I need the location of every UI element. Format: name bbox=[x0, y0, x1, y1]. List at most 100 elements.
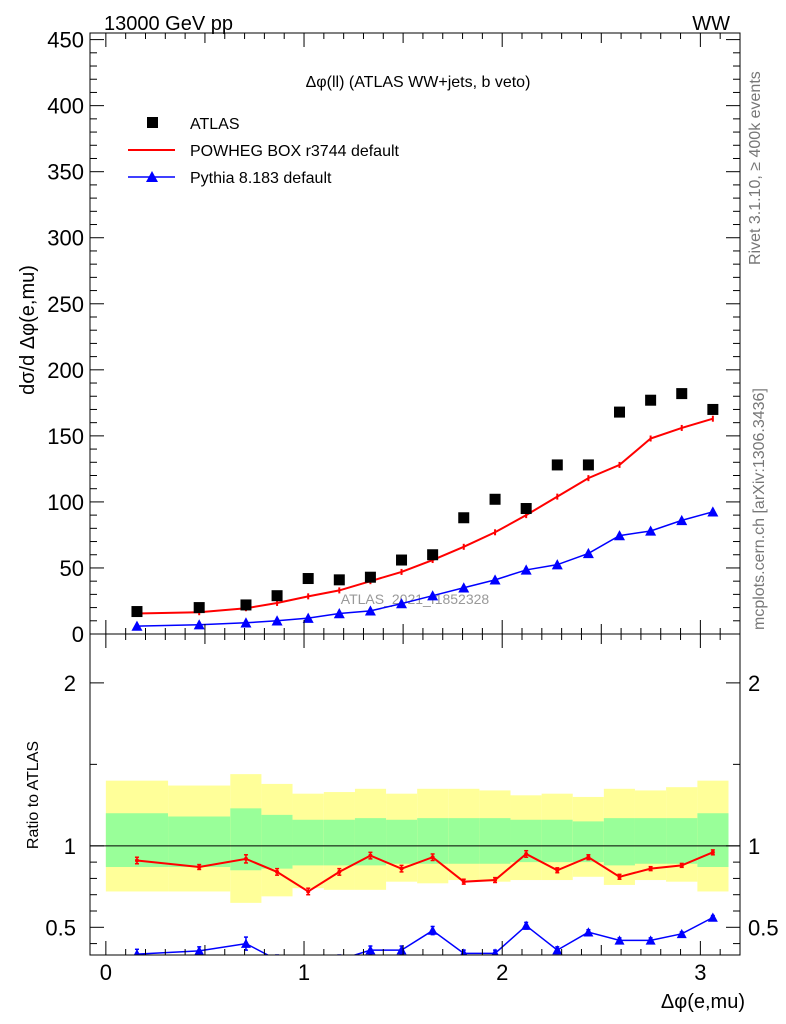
legend: ATLAS POWHEG BOX r3744 default Pythia 8.… bbox=[128, 116, 400, 187]
analysis-watermark: ATLAS_2021_I1852328 bbox=[341, 591, 490, 607]
atlas-point bbox=[551, 459, 563, 471]
atlas-point bbox=[458, 512, 470, 524]
pythia-point bbox=[614, 530, 626, 541]
band-inner-bin bbox=[541, 819, 573, 863]
pythia-point bbox=[707, 506, 719, 517]
legend-atlas-marker bbox=[147, 117, 158, 128]
pythia-ratio-point bbox=[583, 927, 594, 937]
band-inner-bin bbox=[479, 818, 511, 864]
atlas-point bbox=[240, 599, 252, 611]
atlas-point bbox=[707, 403, 719, 415]
powheg-ratio-line bbox=[136, 851, 714, 893]
pythia-ratio-point bbox=[676, 928, 687, 939]
y-tick-label: 450 bbox=[47, 28, 84, 53]
legend-powheg-label: POWHEG BOX r3744 default bbox=[190, 143, 400, 160]
mcplots-label: mcplots.cern.ch [arXiv:1306.3436] bbox=[751, 388, 768, 630]
powheg-ratio-point bbox=[430, 855, 435, 860]
pythia-ratio-point bbox=[427, 925, 438, 935]
powheg-ratio-point bbox=[524, 851, 529, 856]
band-inner-bin bbox=[666, 818, 698, 864]
y-axis-label: dσ/d Δφ(e,mu) bbox=[17, 265, 39, 395]
pythia-point bbox=[489, 574, 501, 585]
pythia-ratio-point bbox=[339, 954, 340, 955]
ratio-tick-label-left: 1 bbox=[64, 834, 76, 859]
ratio-tick-label-right: 2 bbox=[748, 671, 760, 696]
ratio-tick-label-left: 2 bbox=[64, 671, 76, 696]
powheg-ratio-point bbox=[197, 865, 202, 870]
powheg-ratio-point bbox=[461, 879, 466, 884]
atlas-point bbox=[364, 571, 376, 583]
band-inner-bin bbox=[634, 818, 667, 864]
axes: 0 50 100 150 200 250 300 350 400 450 0 1 2 3 0.5 0.5 1 1 2… bbox=[45, 28, 778, 985]
powheg-ratio-point bbox=[710, 850, 715, 855]
y-tick-label: 50 bbox=[60, 556, 84, 581]
y-tick-label: 100 bbox=[47, 490, 84, 515]
pythia-point bbox=[240, 617, 252, 628]
pythia-ratio-point bbox=[645, 935, 656, 945]
pythia-ratio-point bbox=[707, 912, 718, 922]
y-tick-label: 350 bbox=[47, 160, 84, 185]
atlas-point bbox=[489, 493, 501, 505]
pythia-point bbox=[193, 619, 205, 630]
pythia-point bbox=[302, 612, 314, 623]
main-plot-frame bbox=[89, 32, 741, 635]
powheg-ratio-point bbox=[134, 858, 139, 863]
atlas-point bbox=[582, 459, 594, 471]
ratio-uncertainty-bands bbox=[90, 774, 740, 903]
pythia-ratio-point bbox=[552, 945, 563, 955]
powheg-ratio-point bbox=[275, 869, 280, 874]
legend-pythia-label: Pythia 8.183 default bbox=[190, 170, 332, 187]
band-inner-bin bbox=[448, 818, 480, 864]
pythia-point bbox=[131, 620, 143, 631]
pythia-point bbox=[676, 514, 688, 526]
band-inner-bin bbox=[168, 816, 231, 868]
pythia-point bbox=[520, 564, 532, 575]
atlas-point bbox=[193, 602, 205, 614]
atlas-point bbox=[520, 503, 532, 515]
band-inner-bin bbox=[292, 819, 324, 866]
atlas-point bbox=[131, 606, 143, 618]
main-plot-marks bbox=[131, 388, 719, 631]
rivet-label: Rivet 3.1.10, ≥ 400k events bbox=[747, 71, 764, 265]
atlas-point bbox=[427, 549, 439, 561]
powheg-ratio-point bbox=[337, 869, 342, 874]
header-right: WW bbox=[692, 13, 730, 35]
pythia-ratio-point bbox=[194, 945, 205, 955]
atlas-point bbox=[271, 590, 283, 602]
powheg-ratio-point bbox=[243, 856, 248, 861]
band-inner-bin bbox=[261, 814, 293, 869]
x-tick-label: 0 bbox=[100, 960, 112, 985]
y-tick-label: 0 bbox=[72, 622, 84, 647]
atlas-point bbox=[333, 574, 345, 586]
atlas-point bbox=[302, 573, 314, 585]
pythia-ratio-point bbox=[240, 938, 251, 948]
ratio-y-axis-label: Ratio to ATLAS bbox=[25, 741, 42, 849]
band-inner-bin bbox=[386, 819, 418, 864]
ratio-plot-frame bbox=[89, 633, 741, 956]
pythia-ratio-line bbox=[136, 916, 714, 955]
pythia-point bbox=[645, 525, 657, 536]
plot-title: Δφ(ll) (ATLAS WW+jets, b veto) bbox=[306, 74, 531, 91]
pythia-point bbox=[333, 608, 345, 619]
atlas-point bbox=[396, 554, 408, 566]
pythia-ratio-point bbox=[133, 949, 141, 955]
band-inner-bin bbox=[697, 813, 729, 868]
y-tick-label: 200 bbox=[47, 358, 84, 383]
ratio-tick-label-right: 1 bbox=[748, 834, 760, 859]
powheg-ratio-point bbox=[586, 855, 591, 860]
y-tick-label: 150 bbox=[47, 424, 84, 449]
ratio-tick-label-right: 0.5 bbox=[748, 915, 779, 940]
pythia-point bbox=[271, 615, 283, 626]
atlas-point bbox=[614, 406, 626, 418]
pythia-ratio-point bbox=[365, 945, 376, 955]
band-inner-bin bbox=[603, 818, 635, 866]
powheg-ratio-point bbox=[493, 878, 498, 883]
powheg-line bbox=[136, 417, 714, 615]
powheg-ratio-point bbox=[679, 863, 684, 868]
y-tick-label: 300 bbox=[47, 226, 84, 251]
powheg-ratio-point bbox=[306, 889, 311, 894]
pythia-ratio-point bbox=[521, 920, 532, 930]
x-axis-label: Δφ(e,mu) bbox=[661, 991, 745, 1013]
powheg-ratio-point bbox=[617, 874, 622, 879]
